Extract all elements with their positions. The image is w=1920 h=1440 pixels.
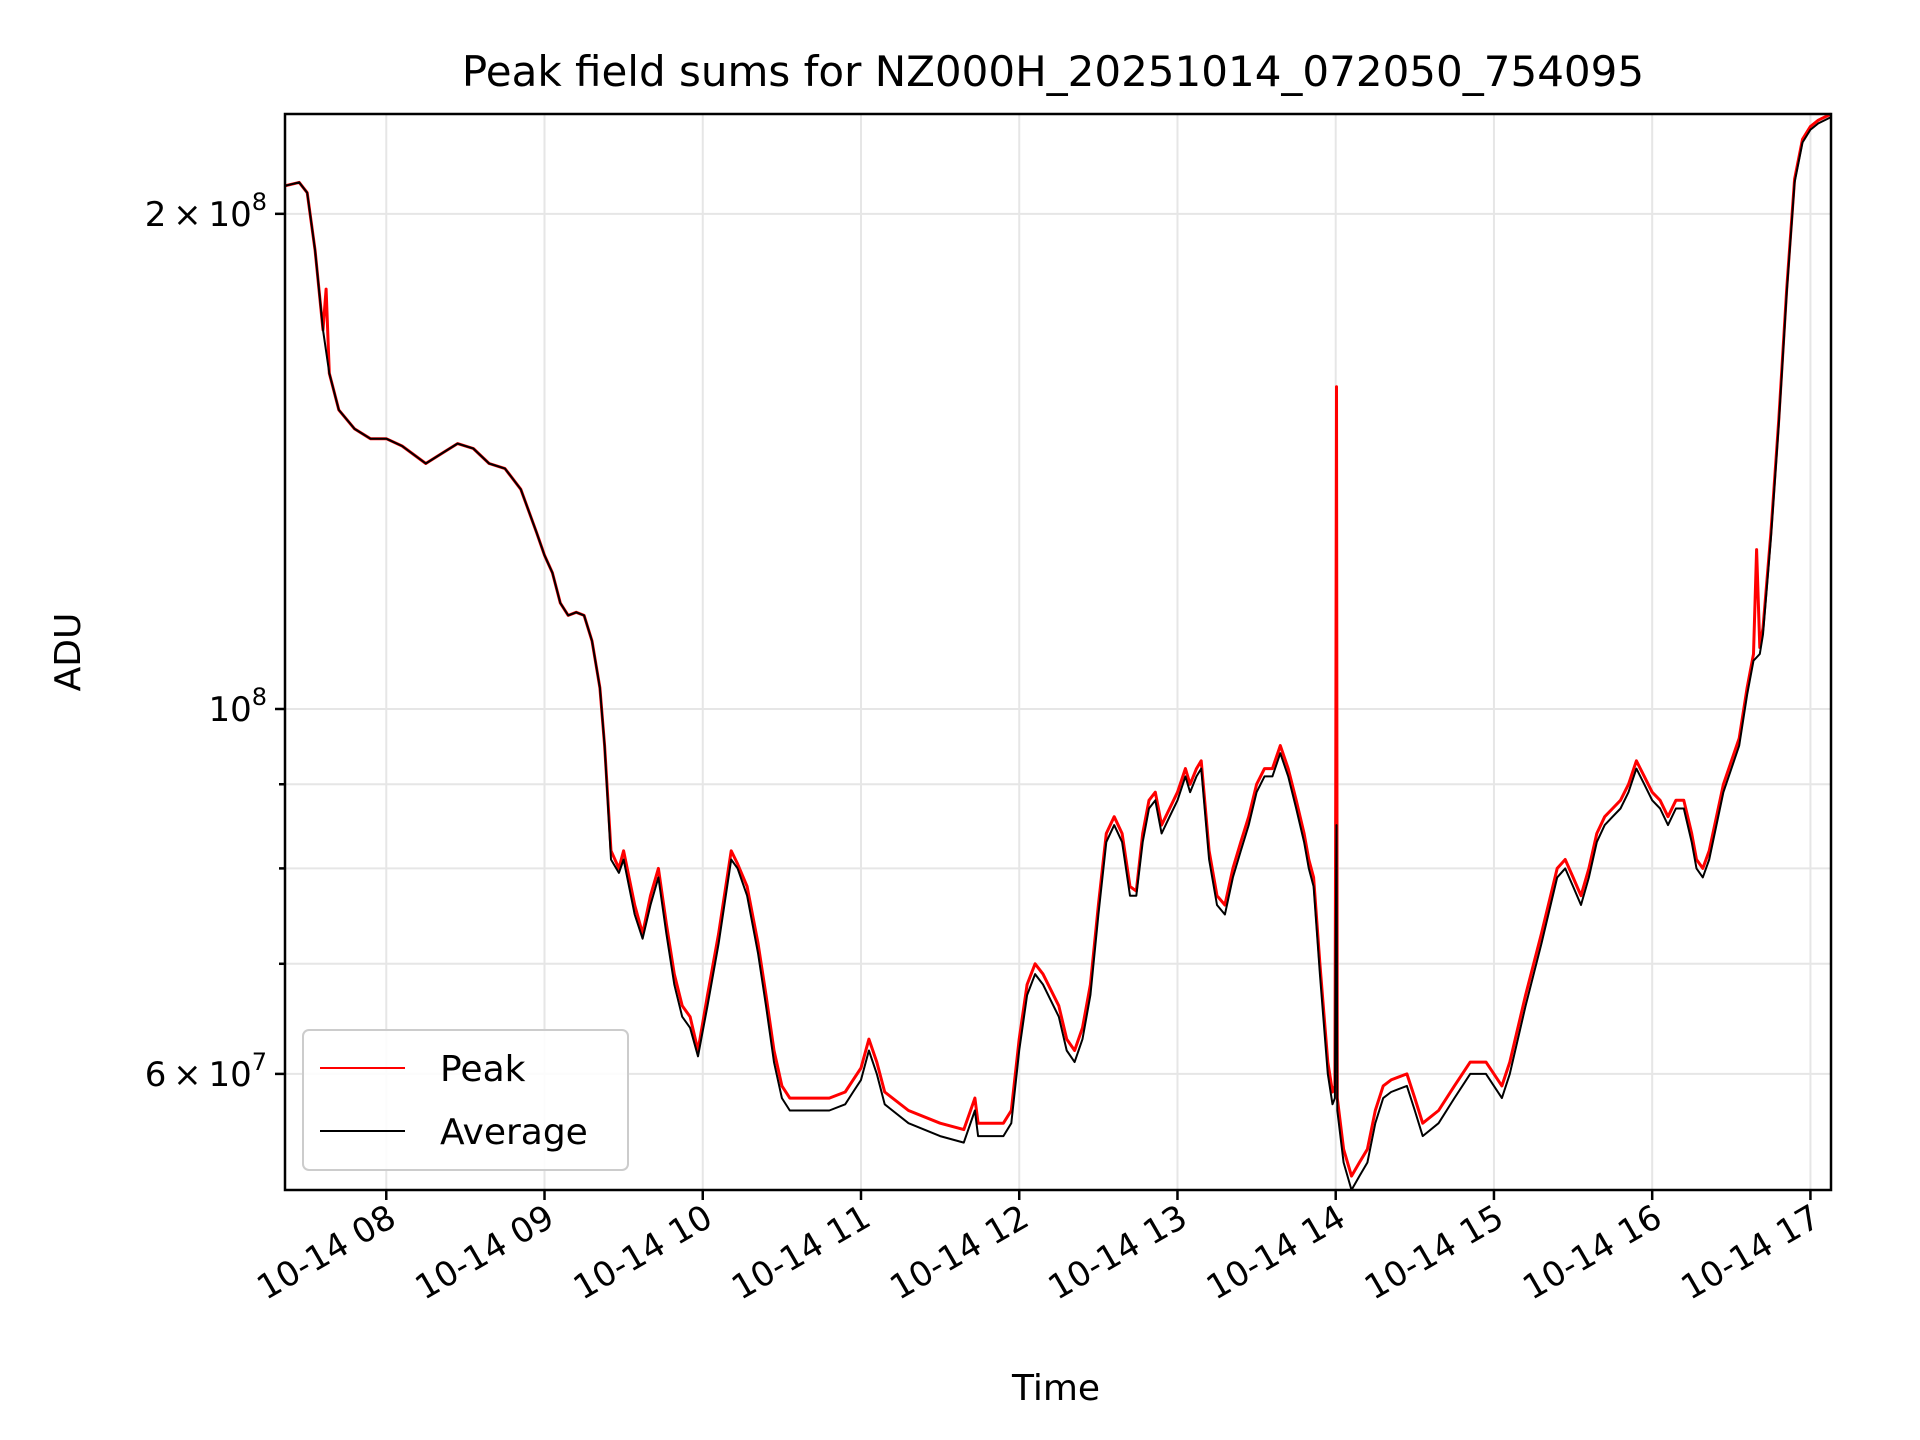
x-axis-label: Time [1011,1368,1100,1409]
x-tick-label: 10-14 16 [1516,1197,1668,1308]
y-tick-label: 6 × 107 [145,1048,267,1095]
legend-peak-label: Peak [440,1049,526,1090]
x-tick-label: 10-14 12 [883,1197,1035,1308]
y-axis-label: ADU [48,613,89,692]
legend-box [302,1029,629,1171]
x-tick-label: 10-14 11 [725,1197,877,1308]
y-axis: 6 × 107 108 2 × 108 [145,188,285,1095]
chart-title: Peak field sums for NZ000H_20251014_0720… [462,47,1644,96]
grid [285,114,1831,1190]
y-tick-label: 2 × 108 [145,188,267,235]
x-axis: 10-14 08 10-14 09 10-14 10 10-14 11 10-14 12… [250,1190,1827,1308]
x-tick-label: 10-14 15 [1358,1197,1510,1308]
x-tick-label: 10-14 14 [1200,1197,1352,1308]
x-tick-label: 10-14 09 [409,1197,561,1308]
series-line-average [284,116,1832,1191]
legend-average-label: Average [440,1112,588,1153]
x-tick-label: 10-14 13 [1042,1197,1194,1308]
plot-frame [283,112,1833,1192]
x-tick-label: 10-14 10 [567,1197,719,1308]
x-tick-label: 10-14 17 [1675,1197,1827,1308]
y-tick-label: 108 [208,683,267,730]
legend: Peak Average [302,1029,629,1171]
x-tick-label: 10-14 08 [250,1197,402,1308]
series-group [284,112,1832,1191]
